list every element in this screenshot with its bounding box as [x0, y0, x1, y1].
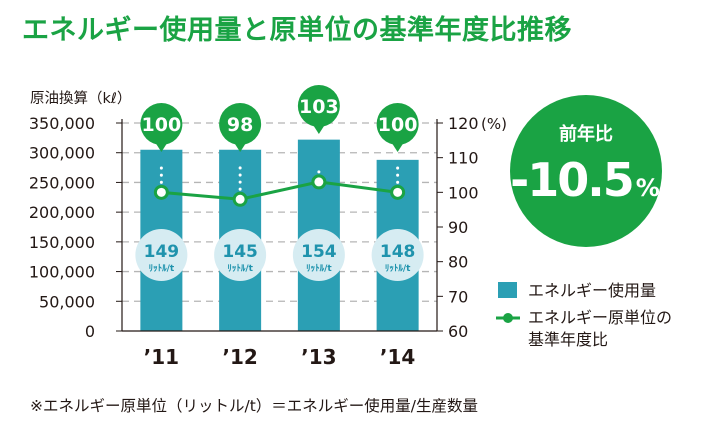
y-axis-label-right: (%): [481, 115, 507, 133]
bubble-value: 145: [222, 242, 258, 262]
x-tick-label: ’13: [301, 345, 336, 369]
bubble-unit: ﾘｯﾄﾙ/t: [306, 263, 332, 274]
y-tick-right: 70: [448, 287, 468, 306]
line-point: [311, 174, 327, 190]
legend-bar-swatch: [498, 282, 517, 298]
line-path: [161, 180, 398, 201]
x-tick-label: ’14: [380, 345, 415, 369]
y-tick-left: 300,000: [29, 144, 95, 163]
badge-value: -10.5%: [510, 153, 660, 207]
bubble-value: 149: [144, 242, 180, 262]
pin-circle: [140, 103, 183, 145]
footnote: ※エネルギー原単位（リットル/t）＝エネルギー使用量/生産数量: [30, 397, 479, 415]
pin-circle: [376, 103, 419, 145]
line-point: [232, 191, 248, 207]
pin-label: 98: [227, 114, 253, 136]
legend-bar-label: エネルギー使用量: [528, 281, 656, 300]
x-tick-label: ’12: [222, 345, 257, 369]
legend-line-dot: [503, 313, 513, 323]
pin-label: 100: [142, 114, 182, 136]
bar-series: [140, 139, 419, 331]
yoy-badge: 前年比 -10.5%: [510, 95, 662, 247]
legend-line-label-2: 基準年度比: [528, 330, 608, 349]
y-axis-label-left: 原油換算（kℓ）: [30, 90, 131, 107]
y-tick-right: 110: [448, 149, 479, 168]
line-point: [153, 184, 169, 200]
bubble: [371, 229, 424, 281]
y-tick-right: 80: [448, 253, 468, 272]
badge-circle: [510, 95, 662, 247]
x-tick-label: ’11: [144, 345, 179, 369]
legend-line-label: エネルギー原単位の: [528, 308, 672, 327]
y-tick-left: 350,000: [29, 114, 95, 133]
axes: [116, 119, 443, 332]
pin-circle: [297, 85, 340, 127]
bubble-value: 148: [380, 242, 416, 262]
y-tick-left: 150,000: [29, 233, 95, 252]
badge-percent: %: [636, 174, 660, 202]
bubble: [135, 229, 188, 281]
y-tick-left: 50,000: [39, 292, 95, 311]
bubble-unit: ﾘｯﾄﾙ/t: [227, 263, 253, 274]
y-tick-right: 100: [448, 183, 479, 202]
chart-title: エネルギー使用量と原単位の基準年度比推移: [22, 15, 572, 46]
bubble: [214, 229, 267, 281]
bubble-unit: ﾘｯﾄﾙ/t: [149, 263, 175, 274]
y-tick-right: 90: [448, 218, 468, 237]
bubble-value: 154: [301, 242, 337, 262]
pin-labels: 100 98 103 100: [140, 85, 419, 152]
line-series: [153, 174, 406, 207]
pin-circle: [219, 103, 262, 145]
y-tick-right: 120: [448, 114, 479, 133]
pin-label: 103: [299, 96, 339, 118]
bubble-unit: ﾘｯﾄﾙ/t: [385, 263, 411, 274]
y-tick-left: 200,000: [29, 203, 95, 222]
badge-number: -10.5: [510, 153, 633, 207]
y-tick-left: 0: [85, 322, 95, 341]
bubble: [292, 229, 345, 281]
y-tick-left: 100,000: [29, 263, 95, 282]
line-point: [390, 184, 406, 200]
badge-label: 前年比: [559, 123, 613, 145]
pin-label: 100: [378, 114, 418, 136]
y-tick-right: 60: [448, 322, 468, 341]
axis-text: 0 50,000 100,000 150,000 200,000 250,000 300,0…: [29, 90, 507, 369]
y-tick-left: 250,000: [29, 173, 95, 192]
